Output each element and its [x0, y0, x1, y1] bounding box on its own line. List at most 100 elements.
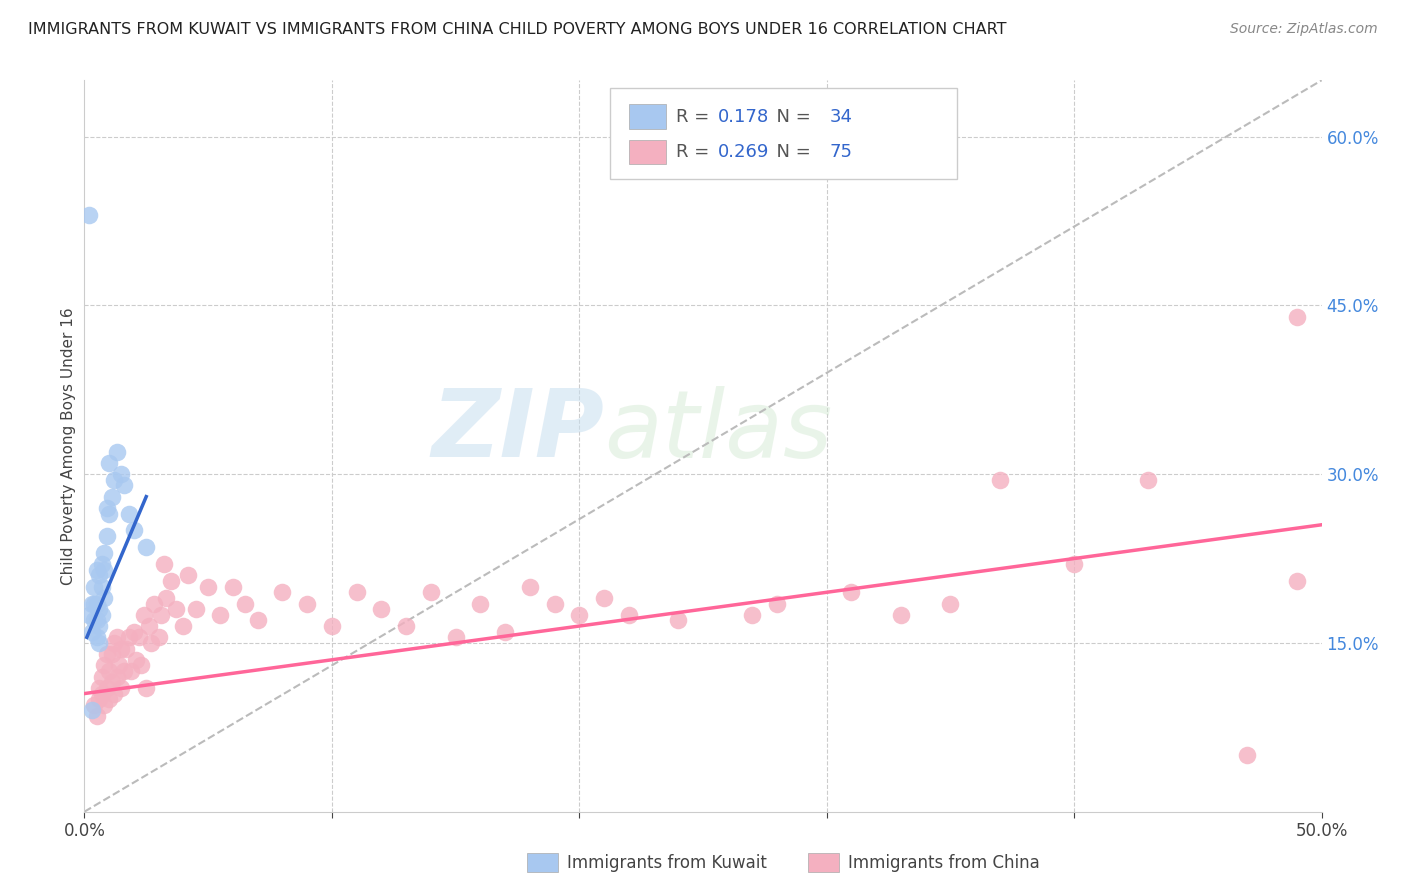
Point — [172, 619, 194, 633]
Point — [988, 473, 1011, 487]
Point — [593, 591, 616, 605]
Point — [1137, 473, 1160, 487]
Point — [93, 591, 115, 605]
Point — [118, 630, 141, 644]
Point — [80, 624, 103, 639]
Point — [90, 557, 112, 571]
Point — [1285, 310, 1308, 324]
Point — [93, 658, 115, 673]
Point — [83, 580, 105, 594]
Text: 0.178: 0.178 — [718, 108, 769, 126]
Point — [90, 670, 112, 684]
Point — [86, 597, 108, 611]
Point — [96, 681, 118, 695]
Point — [86, 614, 108, 628]
Point — [141, 636, 163, 650]
Point — [89, 568, 111, 582]
Point — [98, 692, 121, 706]
Point — [165, 602, 187, 616]
Point — [90, 580, 112, 594]
Point — [96, 529, 118, 543]
Point — [321, 619, 343, 633]
Point — [666, 614, 689, 628]
Point — [79, 208, 101, 222]
Point — [89, 602, 111, 616]
Point — [370, 602, 392, 616]
Point — [98, 664, 121, 678]
Point — [395, 619, 418, 633]
Point — [1236, 748, 1258, 763]
Point — [419, 585, 441, 599]
Point — [105, 630, 128, 644]
Point — [110, 641, 132, 656]
Point — [93, 546, 115, 560]
Point — [155, 591, 177, 605]
Point — [110, 467, 132, 482]
Y-axis label: Child Poverty Among Boys Under 16: Child Poverty Among Boys Under 16 — [60, 307, 76, 585]
Text: R =: R = — [676, 108, 714, 126]
Point — [90, 687, 112, 701]
Point — [890, 607, 912, 622]
Point — [90, 607, 112, 622]
Point — [233, 597, 256, 611]
Point — [96, 647, 118, 661]
Point — [519, 580, 541, 594]
Point — [617, 607, 640, 622]
Point — [86, 563, 108, 577]
Point — [83, 614, 105, 628]
Point — [841, 585, 863, 599]
Point — [103, 636, 125, 650]
Point — [86, 709, 108, 723]
Point — [470, 597, 492, 611]
Point — [120, 664, 142, 678]
Point — [444, 630, 467, 644]
Point — [142, 597, 165, 611]
Point — [118, 507, 141, 521]
Point — [103, 473, 125, 487]
Point — [105, 444, 128, 458]
Point — [112, 478, 135, 492]
Point — [543, 597, 565, 611]
Text: atlas: atlas — [605, 386, 832, 477]
Point — [138, 619, 160, 633]
Text: Immigrants from China: Immigrants from China — [848, 854, 1039, 871]
Point — [115, 641, 138, 656]
Text: 75: 75 — [830, 143, 852, 161]
Point — [89, 636, 111, 650]
Point — [150, 607, 173, 622]
Point — [494, 624, 516, 639]
Point — [184, 602, 207, 616]
Text: Source: ZipAtlas.com: Source: ZipAtlas.com — [1230, 22, 1378, 37]
Point — [135, 681, 157, 695]
Point — [100, 675, 122, 690]
Text: R =: R = — [676, 143, 714, 161]
Point — [152, 557, 174, 571]
Point — [1063, 557, 1085, 571]
Point — [568, 607, 591, 622]
Point — [766, 597, 789, 611]
Bar — [628, 139, 666, 164]
Point — [89, 692, 111, 706]
Point — [89, 681, 111, 695]
Point — [271, 585, 294, 599]
Point — [125, 653, 148, 667]
Point — [103, 687, 125, 701]
Point — [96, 500, 118, 515]
Point — [122, 624, 145, 639]
Text: 0.269: 0.269 — [718, 143, 769, 161]
Point — [110, 681, 132, 695]
Point — [108, 658, 131, 673]
Point — [148, 630, 170, 644]
Text: Immigrants from Kuwait: Immigrants from Kuwait — [567, 854, 766, 871]
Point — [79, 607, 101, 622]
Point — [160, 574, 183, 588]
Point — [80, 597, 103, 611]
Text: 34: 34 — [830, 108, 852, 126]
Point — [177, 568, 200, 582]
Point — [80, 703, 103, 717]
Point — [197, 580, 219, 594]
FancyBboxPatch shape — [610, 87, 956, 179]
Point — [132, 607, 155, 622]
Point — [295, 597, 318, 611]
Point — [346, 585, 368, 599]
